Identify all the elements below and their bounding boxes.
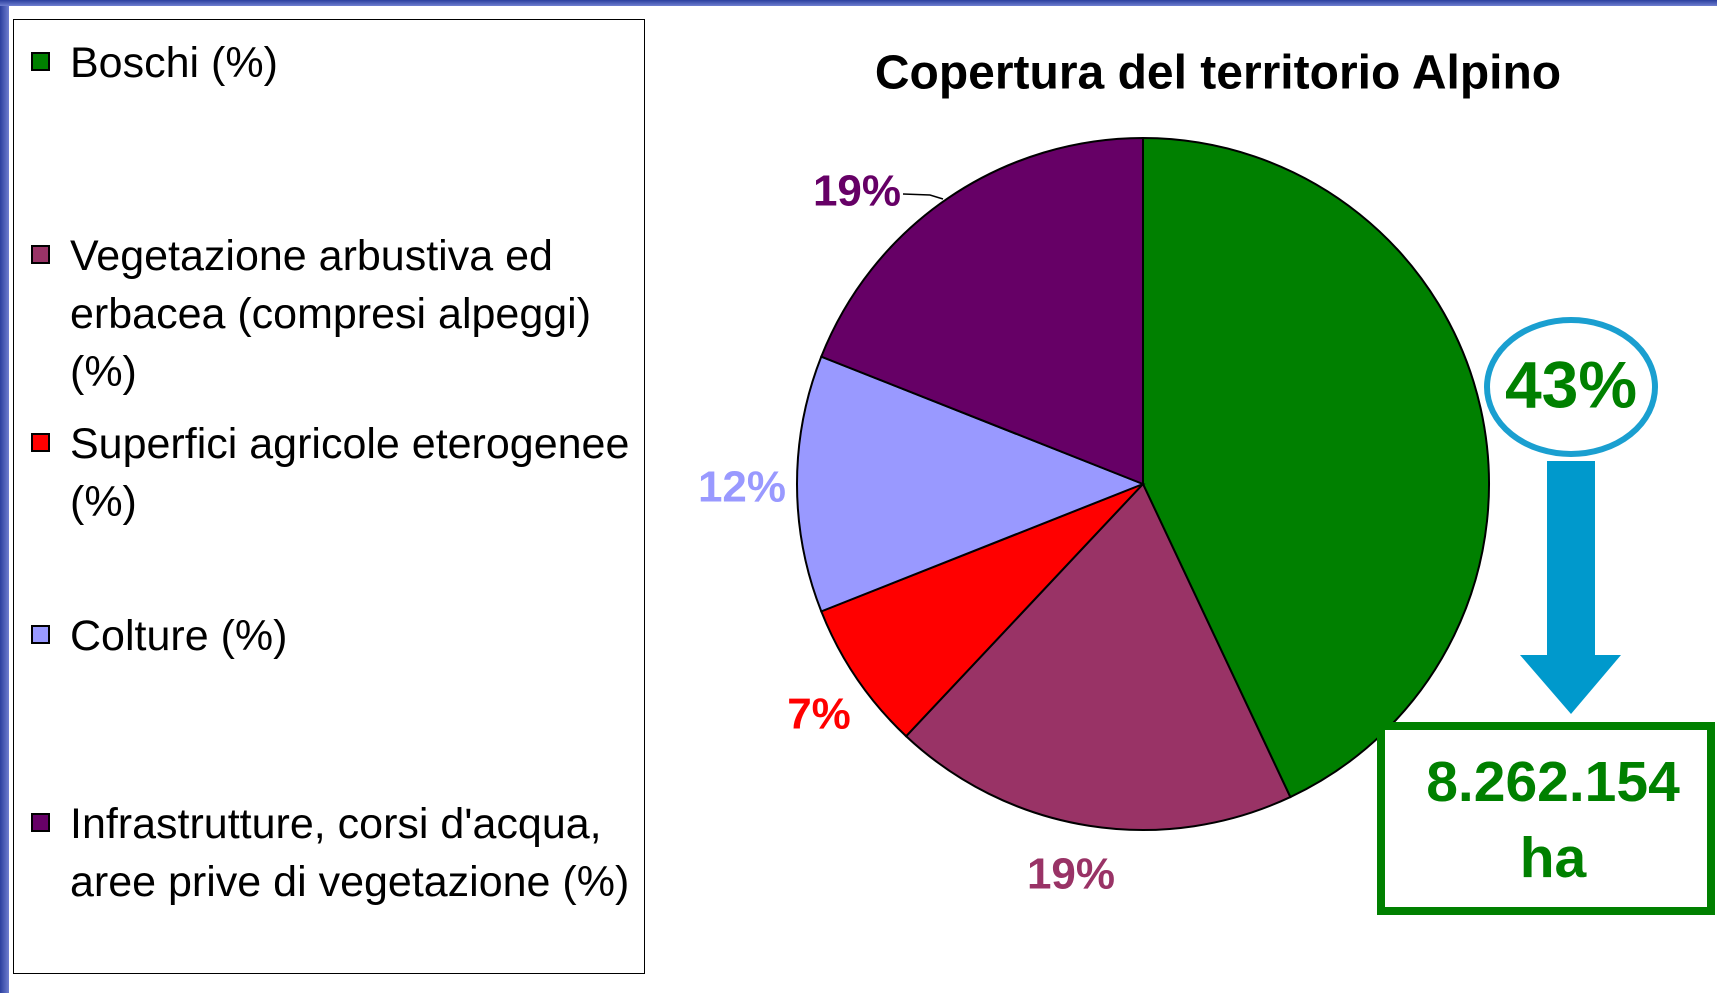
legend-label: Colture (%) xyxy=(70,612,288,660)
background-band xyxy=(0,0,1717,6)
legend-label: Infrastrutture, corsi d'acqua, aree priv… xyxy=(70,800,630,906)
legend-label: Superfici agricole eterogenee (%) xyxy=(70,420,630,526)
background-band xyxy=(0,0,9,993)
arrow xyxy=(1520,461,1621,714)
highlight-circle xyxy=(1484,317,1658,457)
chart-title: Copertura del territorio Alpino xyxy=(875,47,1561,100)
legend-swatch xyxy=(31,245,50,264)
pie-slice xyxy=(1142,136,1490,799)
leader-line xyxy=(902,193,944,200)
data-label: 43% xyxy=(1505,347,1637,421)
legend-swatch xyxy=(31,625,50,644)
legend-swatch xyxy=(31,433,50,452)
legend-label: Vegetazione arbustiva ed erbacea (compre… xyxy=(70,232,592,396)
legend-swatch xyxy=(31,813,50,832)
legend-label: Boschi (%) xyxy=(70,39,278,87)
pie-slice xyxy=(904,482,1292,831)
legend: Boschi (%) Vegetazione arbustiva ed erbac… xyxy=(13,19,645,974)
data-label: 19% xyxy=(1027,850,1115,899)
data-label: 12% xyxy=(698,463,786,512)
legend-swatch xyxy=(31,52,50,71)
annotation: 8.262.154 xyxy=(1426,750,1680,814)
annotation: ha xyxy=(1520,826,1588,890)
data-label: 19% xyxy=(813,167,901,216)
pie-slice xyxy=(819,483,1144,738)
pie-slice xyxy=(796,355,1146,613)
data-label: 7% xyxy=(787,690,851,739)
pie-slice xyxy=(819,136,1144,486)
annotation-box xyxy=(1377,722,1715,915)
